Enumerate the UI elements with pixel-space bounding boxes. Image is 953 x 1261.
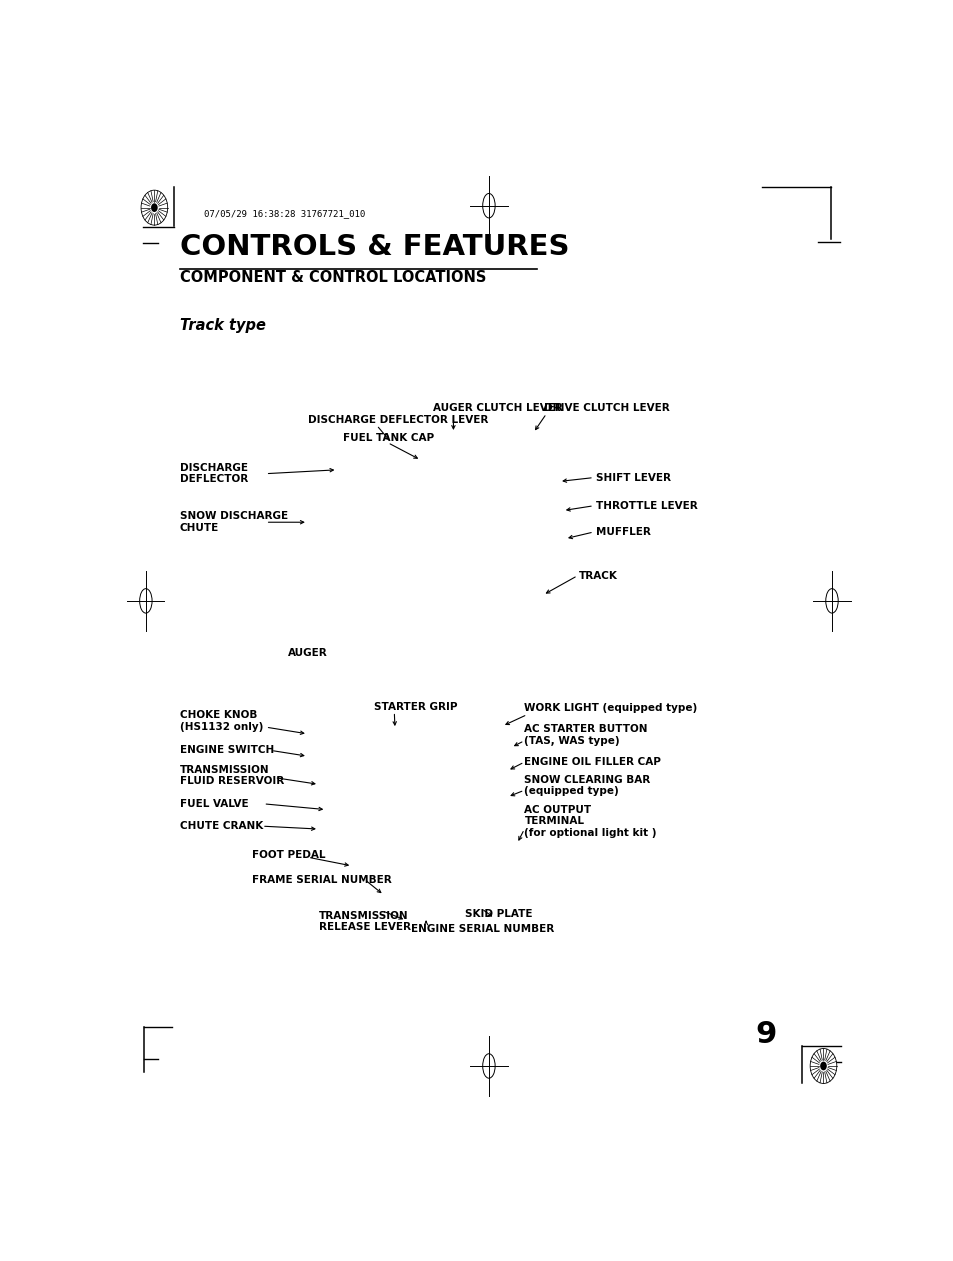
Text: STARTER GRIP: STARTER GRIP [374, 701, 457, 711]
Text: CHOKE KNOB
(HS1132 only): CHOKE KNOB (HS1132 only) [180, 710, 263, 733]
Text: TRACK: TRACK [578, 571, 618, 580]
Text: FUEL TANK CAP: FUEL TANK CAP [343, 433, 434, 443]
Text: Track type: Track type [180, 318, 266, 333]
Text: DISCHARGE DEFLECTOR LEVER: DISCHARGE DEFLECTOR LEVER [308, 415, 488, 425]
Circle shape [820, 1062, 826, 1071]
Text: CONTROLS & FEATURES: CONTROLS & FEATURES [180, 232, 569, 261]
Text: DISCHARGE
DEFLECTOR: DISCHARGE DEFLECTOR [180, 463, 248, 484]
Text: AC OUTPUT
TERMINAL
(for optional light kit ): AC OUTPUT TERMINAL (for optional light k… [524, 805, 657, 837]
Text: FOOT PEDAL: FOOT PEDAL [252, 850, 326, 860]
Text: AC STARTER BUTTON
(TAS, WAS type): AC STARTER BUTTON (TAS, WAS type) [524, 724, 647, 745]
Text: 9: 9 [755, 1020, 776, 1049]
Text: AUGER: AUGER [288, 648, 327, 658]
Text: THROTTLE LEVER: THROTTLE LEVER [596, 501, 698, 511]
Text: WORK LIGHT (equipped type): WORK LIGHT (equipped type) [524, 702, 697, 712]
Text: ENGINE OIL FILLER CAP: ENGINE OIL FILLER CAP [524, 757, 660, 767]
Text: AUGER CLUTCH LEVER: AUGER CLUTCH LEVER [433, 404, 563, 414]
Text: CHUTE CRANK: CHUTE CRANK [180, 821, 263, 831]
Text: TRANSMISSION
RELEASE LEVER: TRANSMISSION RELEASE LEVER [318, 910, 411, 932]
Text: TRANSMISSION
FLUID RESERVOIR: TRANSMISSION FLUID RESERVOIR [180, 765, 284, 787]
Text: ENGINE SERIAL NUMBER: ENGINE SERIAL NUMBER [411, 924, 554, 934]
Text: COMPONENT & CONTROL LOCATIONS: COMPONENT & CONTROL LOCATIONS [180, 270, 486, 285]
Text: FUEL VALVE: FUEL VALVE [180, 798, 248, 808]
Text: SHIFT LEVER: SHIFT LEVER [596, 473, 670, 483]
Text: 07/05/29 16:38:28 31767721_010: 07/05/29 16:38:28 31767721_010 [204, 209, 365, 218]
Circle shape [809, 1048, 836, 1083]
Text: SNOW DISCHARGE
CHUTE: SNOW DISCHARGE CHUTE [180, 512, 288, 533]
Text: ENGINE SWITCH: ENGINE SWITCH [180, 745, 274, 755]
Circle shape [141, 190, 168, 226]
Text: DRIVE CLUTCH LEVER: DRIVE CLUTCH LEVER [544, 404, 669, 414]
Text: SNOW CLEARING BAR
(equipped type): SNOW CLEARING BAR (equipped type) [524, 774, 650, 796]
Text: FRAME SERIAL NUMBER: FRAME SERIAL NUMBER [252, 875, 392, 884]
Text: SKID PLATE: SKID PLATE [465, 909, 532, 919]
Circle shape [151, 203, 157, 212]
Text: MUFFLER: MUFFLER [596, 527, 650, 537]
